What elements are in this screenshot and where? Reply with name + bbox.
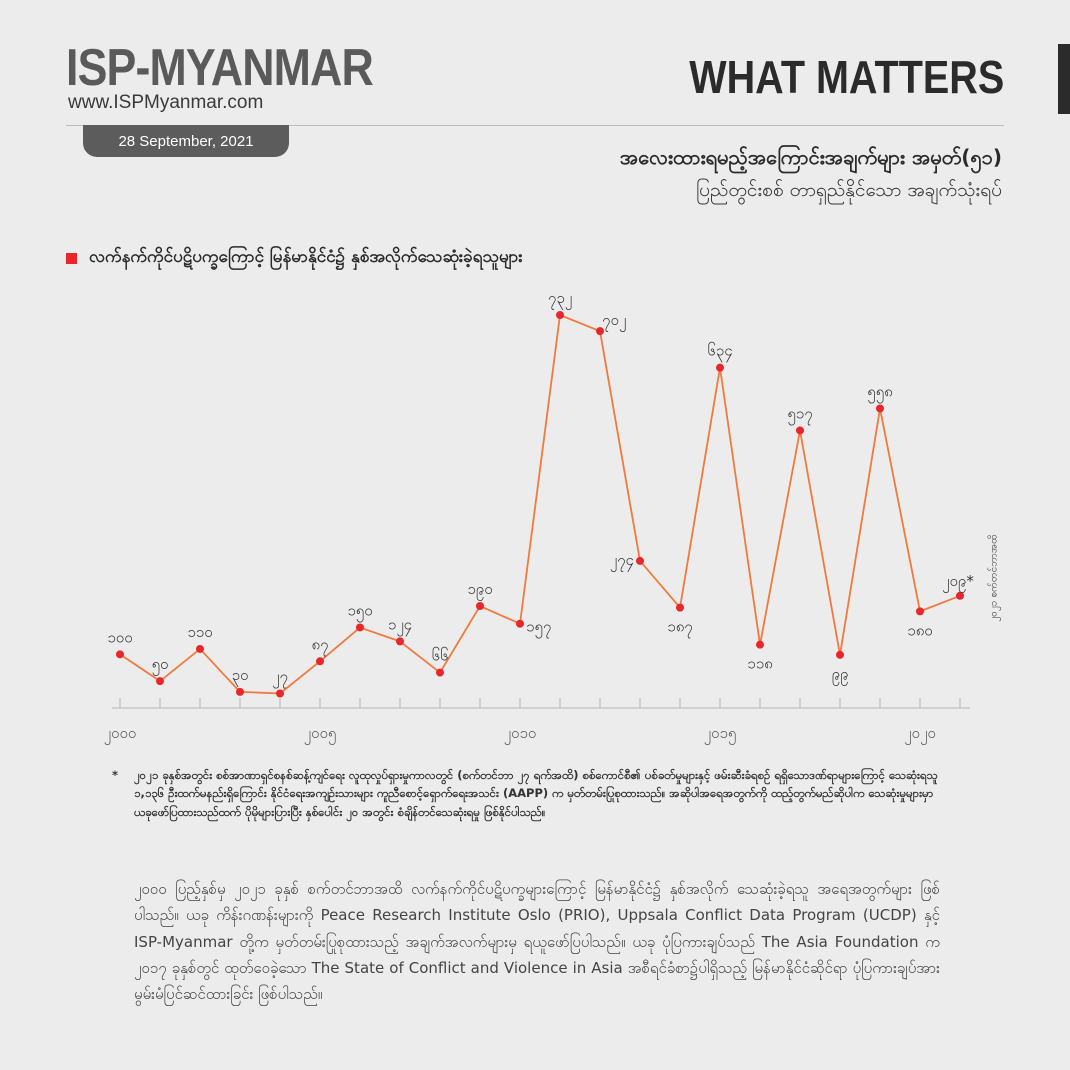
data-label-2001: ၅၀ xyxy=(152,655,169,676)
data-point-2011 xyxy=(556,311,564,320)
legend-label: လက်နက်ကိုင်ပဋိပက္ခကြောင့် မြန်မာနိုင်ငံ၌… xyxy=(89,247,523,267)
data-label-2012: ၇၀၂ xyxy=(602,311,626,332)
series-line-group xyxy=(119,313,961,695)
side-note: ၂၀၂၁ စက်တင်ဘာအထိ xyxy=(988,534,1000,622)
data-label-2011: ၇၃၂ xyxy=(548,289,572,310)
data-label-2017: ၅၁၇ xyxy=(787,404,812,425)
x-tick-label-2010: ၂၀၁၀ xyxy=(504,724,537,745)
x-tick-label-2000: ၂၀၀၀ xyxy=(104,724,137,745)
data-point-2008 xyxy=(436,668,444,677)
data-label-2015: ၆၃၄ xyxy=(707,342,732,363)
data-point-2002 xyxy=(196,644,204,653)
data-label-2019: ၅၅၈ xyxy=(867,382,892,403)
data-point-2012 xyxy=(596,327,604,336)
data-point-2001 xyxy=(156,677,164,686)
footnote-star: * xyxy=(112,768,119,782)
data-point-2000 xyxy=(116,650,124,659)
data-point-2019 xyxy=(876,404,884,413)
data-point-2021 xyxy=(956,591,964,600)
x-tick-label-2005: ၂၀၀၅ xyxy=(304,724,337,745)
data-label-2005: ၈၇ xyxy=(311,635,328,656)
data-label-2000: ၁၀၀ xyxy=(107,628,132,646)
legend-swatch xyxy=(66,253,77,264)
data-point-2010 xyxy=(516,619,524,628)
data-point-2018 xyxy=(836,650,844,659)
data-label-2006: ၁၅၀ xyxy=(347,601,372,622)
website-url: www.ISPMyanmar.com xyxy=(68,92,264,113)
footnote: * ၂၀၂၁ ခုနှစ်အတွင်း စစ်အာဏာရှင်စနစ်ဆန့်က… xyxy=(112,766,940,821)
data-point-2005 xyxy=(316,657,324,666)
x-axis: ၂၀၀၀ ၂၀၀၅ ၂၀၁၀ ၂၀၁၅ ၂၀၂၀ xyxy=(104,698,970,745)
data-point-2003 xyxy=(236,687,244,696)
data-point-2020 xyxy=(916,607,924,616)
data-point-2016 xyxy=(756,640,764,649)
data-point-2007 xyxy=(396,637,404,646)
data-label-2004: ၂၇ xyxy=(272,668,288,689)
data-label-2021: ၂၀၉* xyxy=(942,572,974,593)
description-text: ၂၀၀၀ ပြည့်နှစ်မှ ၂၀၂၁ ခုနှစ် စက်တင်ဘာအထိ… xyxy=(134,880,940,1003)
data-point-2017 xyxy=(796,426,804,435)
data-label-2003: ၃၀ xyxy=(232,666,249,687)
data-label-2009: ၁၉၀ xyxy=(467,580,492,601)
page-title: အလေးထားရမည့်အကြောင်းအချက်များ အမှတ်(၅၁) xyxy=(619,145,1002,169)
data-point-2006 xyxy=(356,623,364,632)
data-label-2010: ၁၅၇ xyxy=(526,618,551,639)
chart-legend: လက်နက်ကိုင်ပဋိပက္ခကြောင့် မြန်မာနိုင်ငံ၌… xyxy=(66,246,523,271)
x-tick-label-2020: ၂၀၂၀ xyxy=(904,724,936,745)
data-label-2013: ၂၇၄ xyxy=(610,551,634,572)
brand-logo: ISP-MYANMAR xyxy=(66,39,374,97)
data-label-2002: ၁၁၀ xyxy=(187,623,212,641)
data-point-2009 xyxy=(476,602,484,610)
data-label-2014: ၁၈၇ xyxy=(667,618,692,639)
data-label-2018: ၉၉ xyxy=(832,665,849,686)
data-point-2013 xyxy=(636,556,644,565)
data-point-2014 xyxy=(676,603,684,612)
data-label-2016: ၁၁၈ xyxy=(747,655,772,673)
series-line xyxy=(119,313,961,695)
date-badge: 28 September, 2021 xyxy=(83,125,289,157)
data-point-2004 xyxy=(276,689,284,698)
side-accent-bar xyxy=(1058,44,1070,114)
footnote-text: ၂၀၂၁ ခုနှစ်အတွင်း စစ်အာဏာရှင်စနစ်ဆန့်ကျင… xyxy=(134,768,938,819)
data-point-2015 xyxy=(716,363,724,372)
series-label: WHAT MATTERS xyxy=(689,51,1004,103)
data-label-2020: ၁၈၀ xyxy=(907,621,932,639)
data-label-2007: ၁၂၄ xyxy=(388,615,412,636)
data-label-2008: ၆၆ xyxy=(432,647,449,665)
x-tick-label-2015: ၂၀၁၅ xyxy=(704,724,737,745)
header-divider xyxy=(66,125,1004,126)
page-subtitle: ပြည်တွင်းစစ် တာရှည်နိုင်သော အချက်သုံးရပ် xyxy=(695,179,1002,201)
